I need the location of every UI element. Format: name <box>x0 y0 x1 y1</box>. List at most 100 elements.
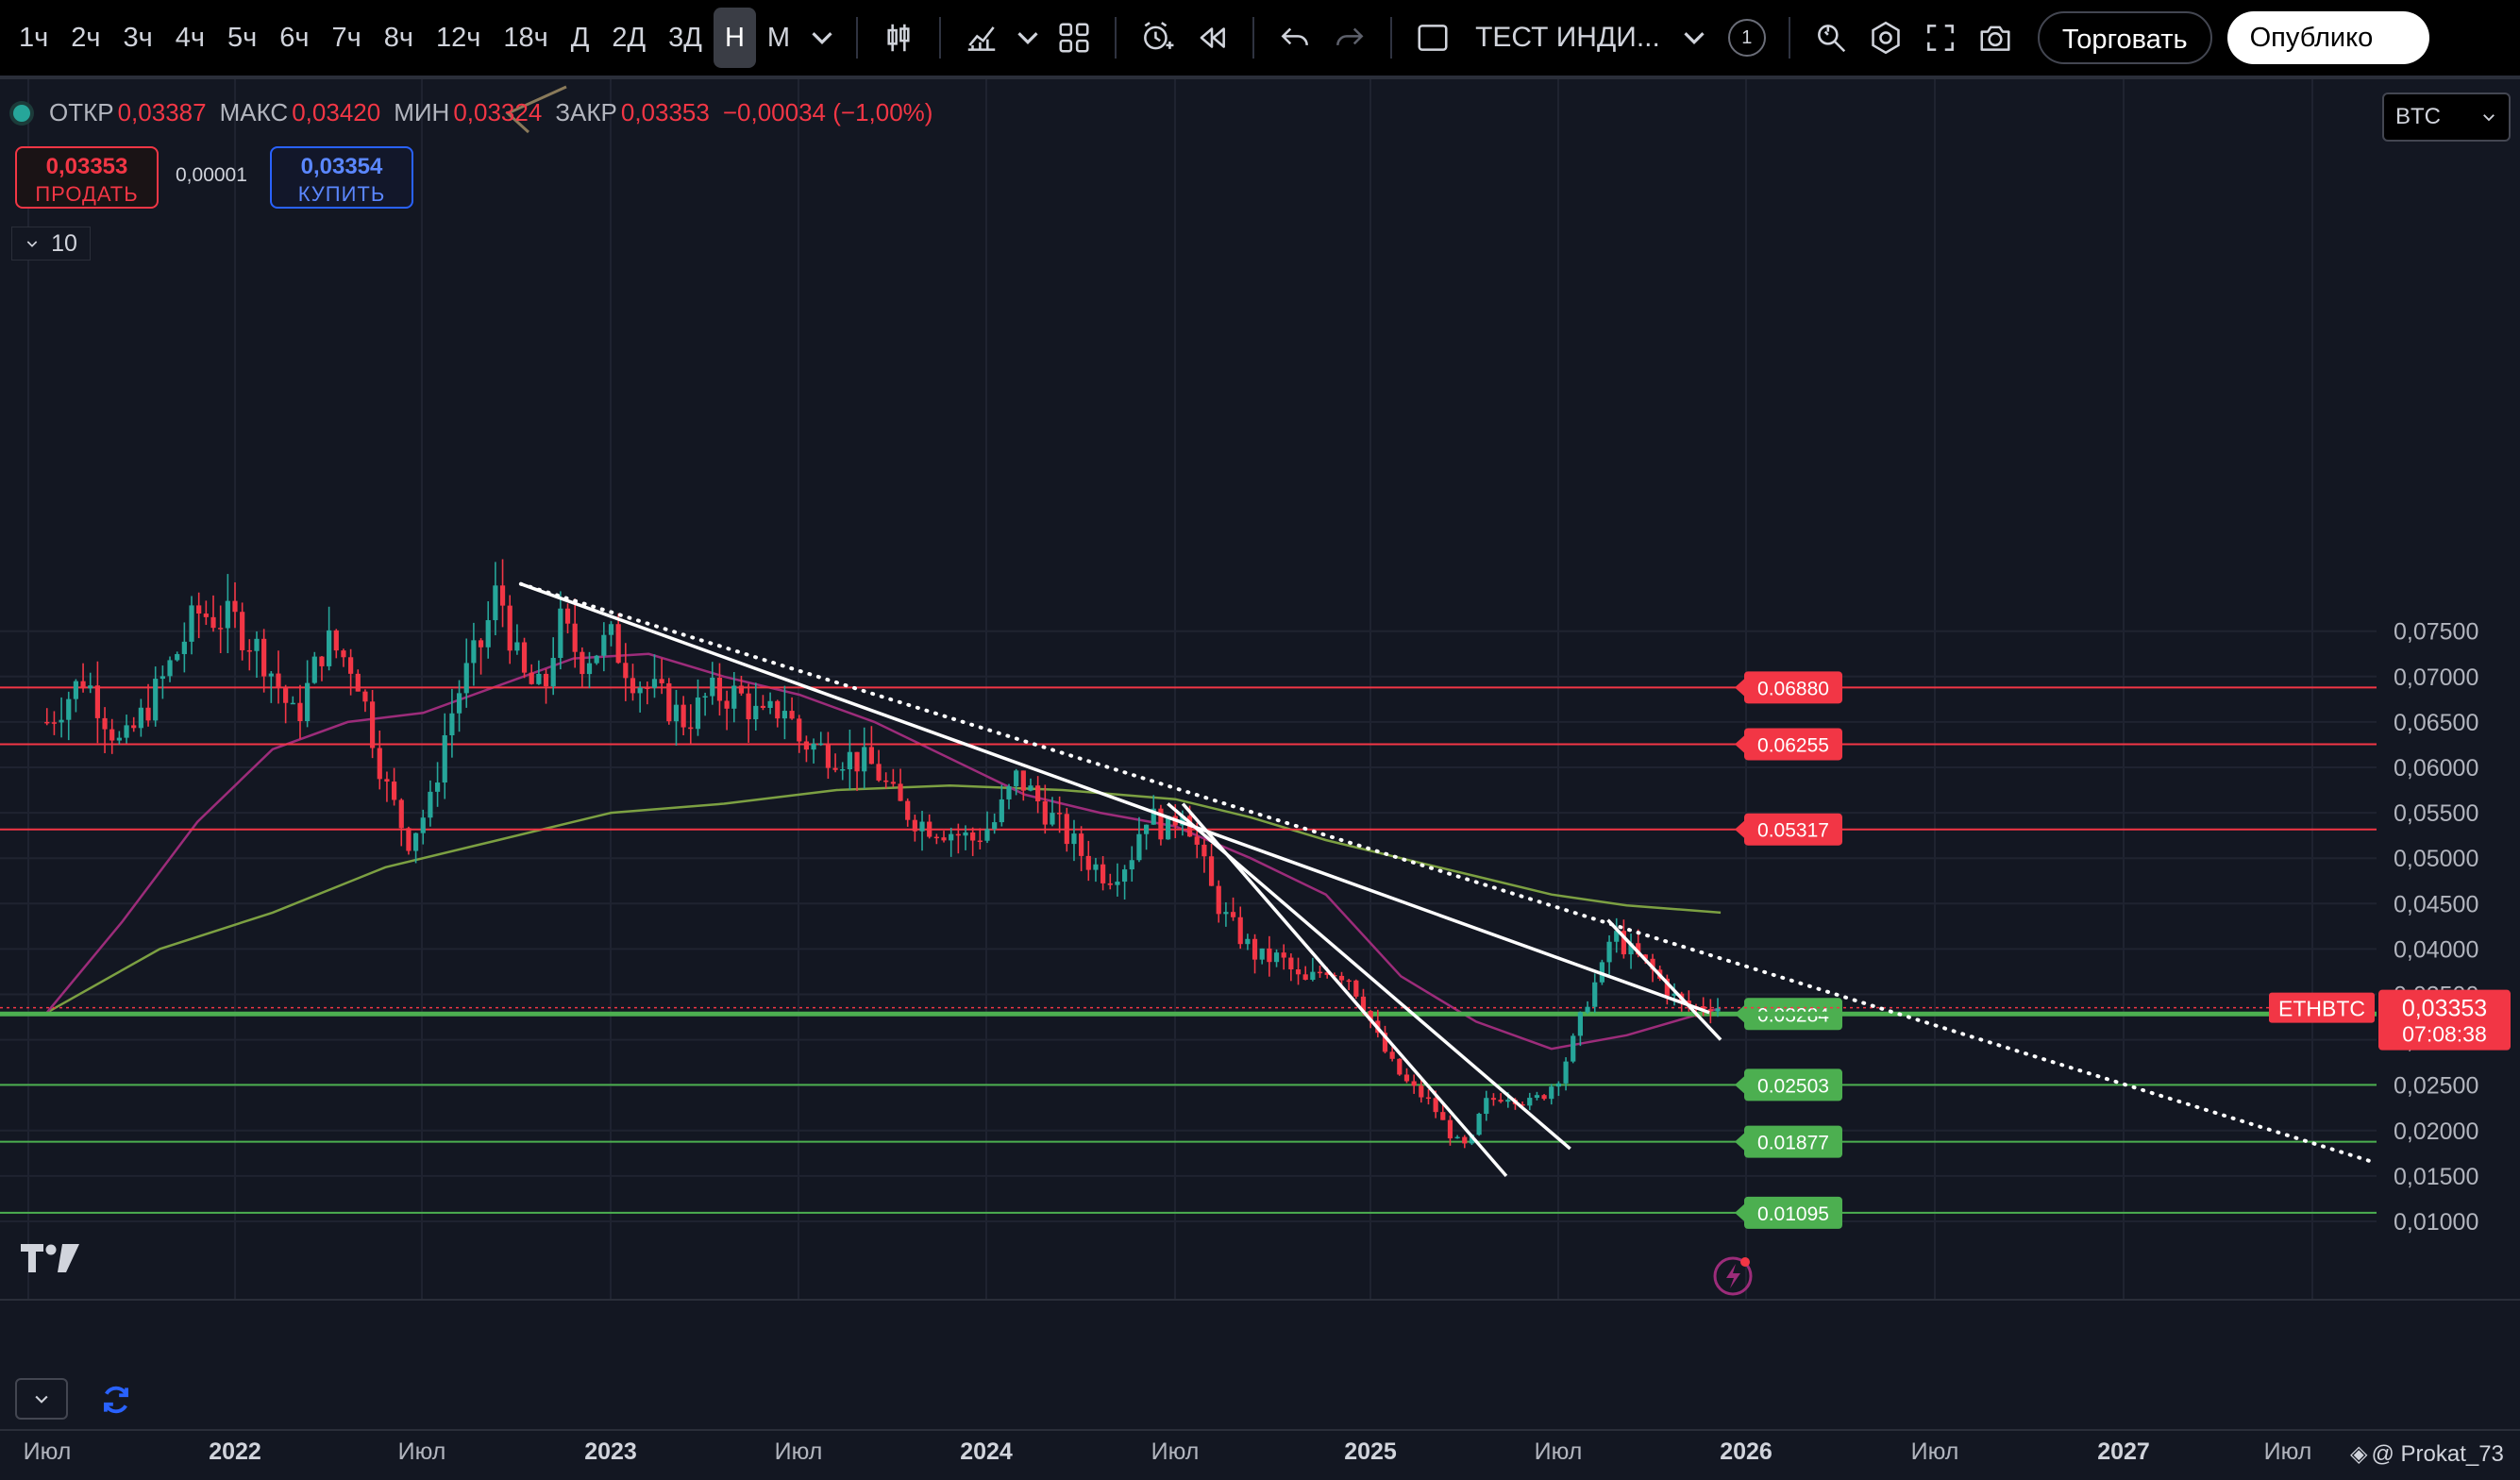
timeframe-button[interactable]: 18ч <box>503 23 548 53</box>
candle-up <box>1223 912 1229 915</box>
pane-divider[interactable] <box>0 1299 2520 1301</box>
timeframe-button[interactable]: 12ч <box>436 23 481 53</box>
sell-button[interactable]: 0,03353 ПРОДАТЬ <box>15 146 159 209</box>
candle-down <box>1079 833 1084 856</box>
indicators-icon[interactable] <box>954 8 1009 68</box>
price-chart[interactable]: 0.068800.062550.053170.032840.025030.018… <box>0 79 2520 1299</box>
trendline[interactable] <box>520 582 1710 1015</box>
candle-down <box>543 673 549 687</box>
layout-count-badge[interactable]: 1 <box>1727 19 1766 57</box>
flash-alert-icon[interactable] <box>1712 1255 1754 1297</box>
buy-button[interactable]: 0,03354 КУПИТЬ <box>270 146 413 209</box>
trendlines[interactable] <box>505 85 2374 1178</box>
symbol-tag-label: ETHBTC <box>2278 997 2365 1021</box>
spread-value: 0,00001 <box>176 164 247 186</box>
indicators-toggle[interactable]: 10 <box>11 227 91 261</box>
timeframe-button[interactable]: Д <box>570 23 590 53</box>
refresh-icon[interactable] <box>98 1382 134 1418</box>
support-level-label[interactable]: 0.01095 <box>1735 1196 1842 1229</box>
timeframe-button[interactable]: Н <box>713 8 756 68</box>
support-level-label[interactable]: 0.02503 <box>1735 1068 1842 1102</box>
timeframe-button[interactable]: 7ч <box>331 23 361 53</box>
candle-up <box>963 832 968 836</box>
trendline[interactable] <box>1606 918 1722 1041</box>
support-level-pointer <box>1735 1076 1744 1094</box>
author-watermark: ◈ @ Prokat_73 <box>2350 1440 2504 1468</box>
timeframe-button[interactable]: 2Д <box>612 23 647 53</box>
candle-down <box>933 836 939 839</box>
candle-up <box>88 685 93 689</box>
candle-up <box>449 713 455 736</box>
quick-search-icon[interactable] <box>1804 8 1858 68</box>
compare-symbol-select[interactable]: BTC <box>2382 92 2511 142</box>
trade-button[interactable]: Торговать <box>2037 11 2212 64</box>
candle-up <box>1577 1012 1584 1036</box>
resistance-level-label[interactable]: 0.06255 <box>1735 728 1842 761</box>
candle-down <box>398 799 404 829</box>
candle-down <box>912 819 917 832</box>
settings-icon[interactable] <box>1858 8 1913 68</box>
time-axis-border <box>0 1429 2520 1431</box>
timeframe-button[interactable]: 4ч <box>175 23 205 53</box>
timeframe-button[interactable]: 5ч <box>227 23 258 53</box>
candle-down <box>666 682 672 722</box>
publish-button[interactable]: Опублико <box>2226 11 2430 64</box>
chevron-down-icon[interactable] <box>1675 8 1713 68</box>
collapse-panel-button[interactable] <box>15 1378 68 1420</box>
dotted-trendline[interactable] <box>518 581 2374 1164</box>
candle-down <box>1447 1119 1453 1139</box>
candle-up <box>818 743 824 746</box>
timeframe-button[interactable]: 8ч <box>383 23 413 53</box>
candle-up <box>1259 948 1265 960</box>
timeframe-button[interactable]: М <box>766 23 791 53</box>
last-price-badge[interactable] <box>2378 989 2511 1051</box>
candle-down <box>232 600 238 613</box>
indicator-name[interactable]: ТЕСТ ИНДИ... <box>1475 22 1660 53</box>
change-value: −0,00034 (−1,00%) <box>722 98 933 126</box>
chevron-down-icon[interactable] <box>1009 8 1047 68</box>
resistance-level-label[interactable]: 0.05317 <box>1735 813 1842 846</box>
timeframe-button[interactable]: 1ч <box>19 23 49 53</box>
top-toolbar: 1ч 2ч 3ч 4ч 5ч 6ч 7ч 8ч 12ч 18ч Д 2Д 3Д Н М ТЕСТ ИНДИ.… <box>0 0 2520 79</box>
screenshot-icon[interactable] <box>1968 8 2023 68</box>
fullscreen-icon[interactable] <box>1913 8 1968 68</box>
timeframe-button[interactable]: 3ч <box>123 23 153 53</box>
candles-icon[interactable] <box>871 8 926 68</box>
candle-up <box>428 791 433 818</box>
candle-up <box>1534 1095 1540 1099</box>
timeframe-button[interactable]: 2ч <box>71 23 101 53</box>
alert-add-icon[interactable] <box>1130 8 1184 68</box>
candle-up <box>420 817 426 833</box>
candle-up <box>949 833 954 841</box>
candle-down <box>1498 1100 1504 1102</box>
candle-down <box>203 614 209 617</box>
chevron-down-icon[interactable] <box>801 8 843 68</box>
candle-up <box>840 768 846 771</box>
resistance-level-value: 0.05317 <box>1757 820 1829 842</box>
candle-down <box>1100 864 1106 883</box>
undo-icon[interactable] <box>1268 8 1322 68</box>
horizontal-levels[interactable]: 0.068800.062550.053170.032840.025030.018… <box>0 671 2520 1229</box>
support-level-label[interactable]: 0.01877 <box>1735 1125 1842 1158</box>
candle-down <box>1490 1098 1497 1101</box>
arrow-drawing[interactable] <box>505 85 567 134</box>
price-axis[interactable]: 0,07500 0,07000 0,06500 0,06000 0,05500 0,050… <box>2269 79 2520 1299</box>
timeframe-button[interactable]: 6ч <box>279 23 310 53</box>
candle-down <box>1302 974 1308 981</box>
candle-up <box>73 681 79 699</box>
resistance-level-label[interactable]: 0.06880 <box>1735 671 1842 704</box>
candle-up <box>710 677 715 697</box>
tradingview-logo-icon[interactable] <box>21 1242 81 1274</box>
timeframe-button[interactable]: 3Д <box>668 23 702 53</box>
indicator-toggle-icon[interactable] <box>1405 8 1460 68</box>
close-label: ЗАКР <box>555 98 617 126</box>
price-axis-tick: 0,04000 <box>2394 936 2478 963</box>
time-axis-tick: Июл <box>774 1438 823 1465</box>
redo-icon[interactable] <box>1322 8 1377 68</box>
candle-down <box>970 832 976 841</box>
replay-icon[interactable] <box>1184 8 1239 68</box>
trendline[interactable] <box>1181 802 1508 1178</box>
layout-icon[interactable] <box>1047 8 1101 68</box>
time-axis-tick: Июл <box>1534 1438 1583 1465</box>
candle-down <box>1419 1085 1424 1098</box>
